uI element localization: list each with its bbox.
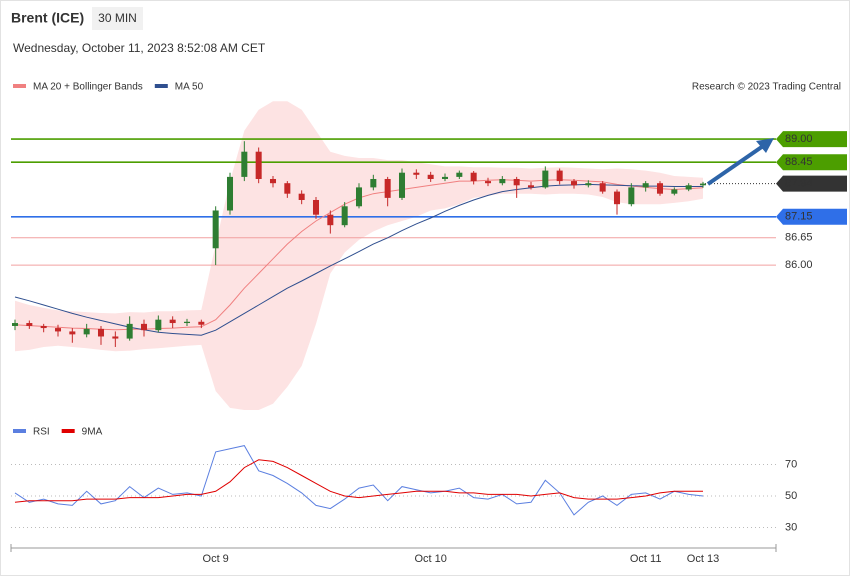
price-panel: MA 20 + Bollinger Bands MA 50 89.00 88.45 87…	[11, 82, 847, 411]
candle-body	[140, 323, 148, 331]
level-label: 86.00	[785, 259, 813, 271]
candle-body	[484, 181, 492, 184]
candle-body	[628, 187, 635, 205]
candle-body	[269, 178, 277, 184]
candle-body	[11, 323, 19, 326]
candle-body	[284, 183, 291, 194]
candle-body	[169, 319, 176, 324]
candle-body	[54, 328, 62, 332]
candle-body	[427, 174, 434, 179]
candle-body	[155, 319, 162, 331]
legend-label: 9MA	[82, 427, 103, 438]
candle-body	[40, 325, 47, 329]
candle-body	[599, 183, 606, 192]
level-label: 86.65	[785, 232, 813, 244]
candle-body	[585, 183, 592, 186]
y-tick-label: 50	[785, 490, 797, 502]
candle-body	[556, 170, 563, 182]
rsi-panel: RSI 9MA 70 50 30 Oct 9 Oct 10 Oct 11 Oct 13	[11, 427, 797, 565]
candle-body	[699, 183, 707, 186]
rsi-line	[14, 445, 704, 516]
bollinger-band	[15, 101, 703, 411]
level-badge	[776, 154, 847, 171]
legend-label: MA 50	[175, 82, 204, 93]
candle-body	[513, 178, 520, 186]
candle-body	[327, 214, 334, 226]
legend-label: RSI	[33, 427, 50, 438]
candle-body	[642, 183, 649, 188]
candle-body	[413, 172, 420, 175]
candle-body	[542, 170, 549, 188]
level-label: 89.00	[785, 133, 813, 145]
candle-body	[499, 178, 506, 184]
candle-body	[255, 151, 262, 179]
candle-body	[685, 185, 692, 190]
candle-body	[126, 323, 133, 339]
legend-label: MA 20 + Bollinger Bands	[33, 82, 143, 93]
candle-body	[470, 172, 477, 182]
candle-body	[226, 176, 234, 211]
candle-body	[183, 321, 191, 324]
candle-body	[671, 189, 678, 194]
candle-body	[613, 191, 621, 205]
level-badge	[776, 175, 847, 192]
candle-body	[312, 199, 320, 215]
candle-body	[355, 187, 363, 207]
candle-body	[441, 176, 449, 179]
instrument-title: Brent (ICE)	[11, 10, 84, 26]
candle-body	[370, 178, 377, 188]
datetime: Wednesday, October 11, 2023 8:52:08 AM C…	[13, 41, 266, 55]
forecast-arrow	[706, 142, 768, 186]
legend-swatch	[13, 84, 26, 88]
candle-body	[398, 172, 406, 198]
interval-box[interactable]	[92, 7, 143, 30]
legend-swatch	[61, 429, 75, 433]
candle-body	[527, 185, 535, 188]
candle-body	[456, 172, 463, 177]
x-tick-label: Oct 9	[203, 553, 229, 565]
candle-body	[212, 210, 219, 249]
candle-body	[341, 206, 348, 226]
level-label: 87.94	[785, 178, 813, 190]
x-tick-label: Oct 10	[414, 553, 446, 565]
x-tick-label: Oct 13	[687, 553, 719, 565]
candle-body	[97, 328, 105, 337]
forecast-arrowhead	[756, 138, 774, 153]
y-tick-label: 70	[785, 458, 797, 470]
level-badge	[776, 208, 847, 225]
candle-body	[26, 323, 33, 326]
legend-swatch	[13, 429, 26, 433]
level-label: 88.45	[785, 156, 813, 168]
candle-body	[656, 183, 664, 194]
candle-body	[83, 328, 90, 335]
rsi-line	[14, 459, 703, 503]
candle-body	[570, 181, 578, 186]
candle-body	[384, 178, 391, 198]
y-tick-label: 30	[785, 521, 797, 533]
candle-body	[112, 336, 119, 339]
candle-body	[298, 193, 305, 200]
candle-body	[241, 151, 248, 177]
candle-body	[198, 321, 205, 325]
x-tick-label: Oct 11	[630, 553, 662, 565]
candle-body	[69, 331, 76, 335]
interval[interactable]: 30 MIN	[98, 11, 137, 25]
legend-swatch	[154, 84, 168, 88]
credit: Research © 2023 Trading Central	[692, 82, 841, 93]
level-label: 87.15	[785, 211, 813, 223]
level-badge	[776, 131, 847, 148]
